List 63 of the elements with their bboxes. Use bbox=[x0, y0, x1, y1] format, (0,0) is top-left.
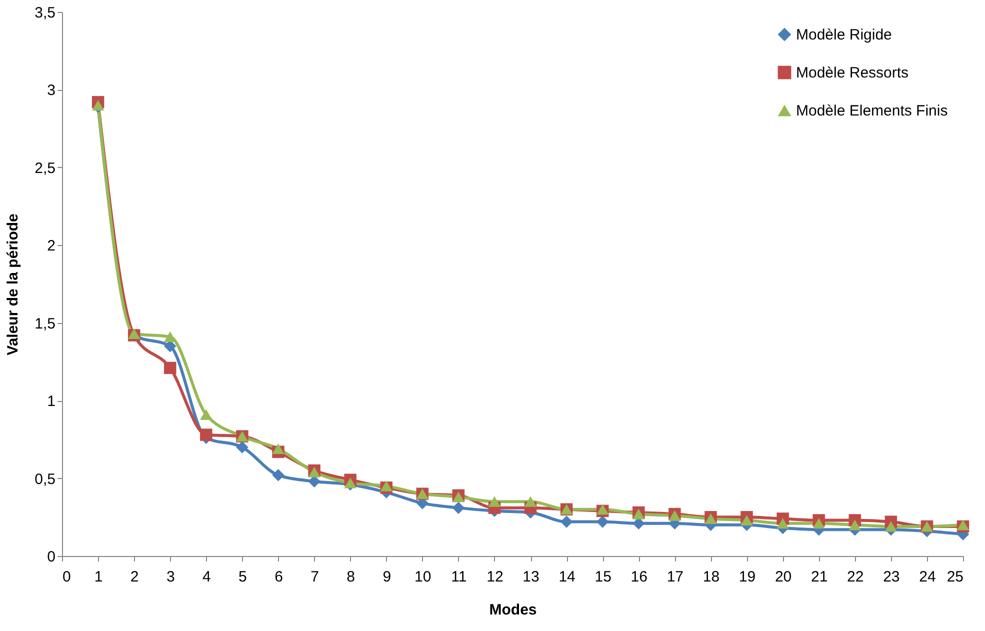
x-tick-label: 6 bbox=[274, 568, 283, 586]
x-tick-label: 12 bbox=[486, 568, 504, 586]
x-tick-label: 7 bbox=[310, 568, 319, 586]
point bbox=[308, 466, 320, 478]
point bbox=[452, 492, 465, 502]
point bbox=[236, 441, 248, 454]
x-tick-label: 4 bbox=[202, 568, 211, 586]
legend-label: Modèle Rigide bbox=[796, 26, 892, 44]
point bbox=[596, 504, 609, 515]
x-tick-label: 1 bbox=[94, 568, 103, 586]
point bbox=[596, 516, 609, 528]
x-tick-label: 20 bbox=[774, 568, 792, 586]
point bbox=[884, 521, 898, 532]
y-tick-label: 0,5 bbox=[34, 470, 56, 488]
x-tick-label: 18 bbox=[702, 568, 720, 586]
x-tick-label: 17 bbox=[666, 568, 684, 586]
x-tick-label: 19 bbox=[738, 568, 756, 586]
y-tick-label: 2,5 bbox=[34, 160, 56, 177]
x-tick-label: 25 bbox=[946, 568, 964, 586]
legend-label: Modèle Ressorts bbox=[796, 64, 909, 82]
x-tick-label: 0 bbox=[62, 568, 71, 586]
y-tick-label: 3,5 bbox=[34, 4, 56, 22]
x-tick-label: 23 bbox=[883, 568, 900, 586]
x-tick-label: 10 bbox=[414, 568, 432, 586]
point bbox=[848, 520, 862, 530]
x-tick-label: 3 bbox=[166, 568, 175, 586]
x-tick-label: 14 bbox=[558, 568, 576, 586]
x-tick-label: 5 bbox=[238, 568, 247, 586]
point bbox=[344, 478, 356, 488]
point bbox=[560, 516, 573, 528]
point bbox=[524, 496, 537, 507]
x-tick-label: 8 bbox=[346, 568, 355, 586]
point bbox=[956, 520, 970, 530]
x-tick-label: 11 bbox=[451, 568, 467, 586]
point bbox=[776, 518, 789, 529]
legend-label: Modèle Elements Finis bbox=[796, 102, 948, 120]
point bbox=[380, 480, 392, 492]
point bbox=[668, 510, 681, 521]
point bbox=[272, 469, 284, 482]
y-tick-label: 2 bbox=[47, 238, 56, 255]
point bbox=[200, 428, 212, 441]
x-tick-label: 15 bbox=[594, 568, 612, 586]
point bbox=[272, 443, 284, 454]
point bbox=[488, 496, 501, 507]
y-axis-title: Valeur de la période bbox=[4, 214, 22, 356]
point bbox=[740, 514, 753, 526]
x-tick-label: 21 bbox=[810, 568, 828, 586]
point bbox=[452, 502, 465, 514]
x-tick-label: 24 bbox=[919, 568, 936, 586]
y-tick-label: 3 bbox=[47, 82, 56, 100]
x-tick-label: 2 bbox=[130, 568, 139, 586]
point bbox=[632, 508, 645, 520]
x-tick-label: 22 bbox=[847, 568, 864, 586]
y-tick-label: 1 bbox=[47, 393, 56, 410]
x-tick-label: 9 bbox=[382, 568, 392, 586]
point bbox=[200, 409, 212, 420]
point bbox=[812, 518, 825, 529]
x-axis-title: Modes bbox=[489, 602, 537, 618]
x-tick-label: 16 bbox=[630, 568, 648, 586]
point bbox=[164, 362, 176, 374]
y-tick-label: 0 bbox=[47, 548, 56, 566]
x-tick-label: 13 bbox=[522, 568, 540, 586]
y-tick-label: 1,5 bbox=[34, 315, 56, 332]
